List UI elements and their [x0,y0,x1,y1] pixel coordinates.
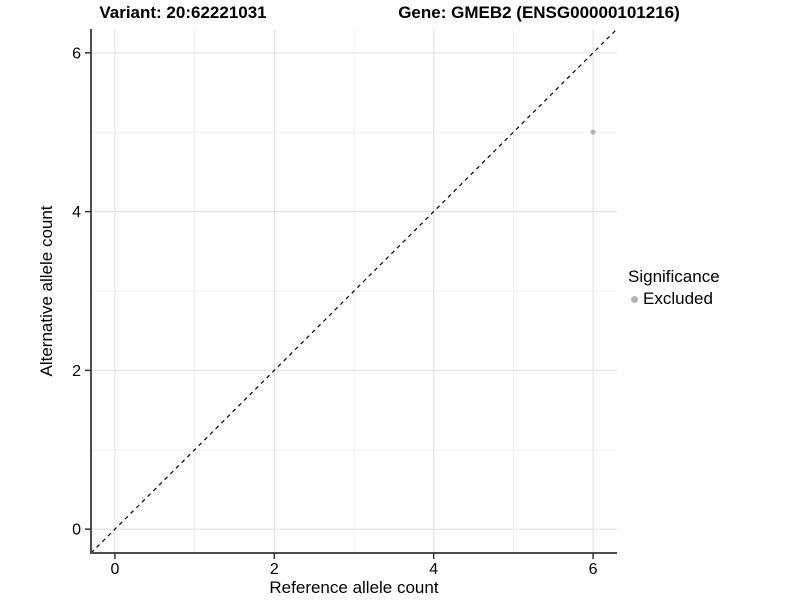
axis-lines [90,29,617,554]
legend-item-excluded: Excluded [628,288,720,310]
tick-marks [85,52,594,559]
x-tick-label: 2 [270,561,279,578]
y-tick-label: 2 [72,363,81,380]
tick-labels: 0 2 4 6 0 2 4 6 [72,45,598,578]
y-tick-label: 4 [72,204,81,221]
variant-title: Variant: 20:62221031 [99,3,267,22]
gene-title: Gene: GMEB2 (ENSG00000101216) [398,3,680,22]
grid-major [91,29,617,553]
data-points [590,129,596,135]
y-tick-label: 0 [72,522,81,539]
grid-minor [91,29,617,553]
legend-item-label: Excluded [643,289,713,308]
y-axis-label: Alternative allele count [37,205,56,376]
x-axis-label: Reference allele count [269,578,438,597]
legend: Significance Excluded [628,266,720,310]
x-tick-label: 0 [110,561,119,578]
x-tick-label: 4 [429,561,438,578]
y-tick-label: 6 [72,45,81,62]
legend-title: Significance [628,267,720,286]
data-point [590,129,596,135]
x-tick-label: 6 [589,561,598,578]
identity-line [90,28,618,554]
legend-point-icon [631,295,638,303]
